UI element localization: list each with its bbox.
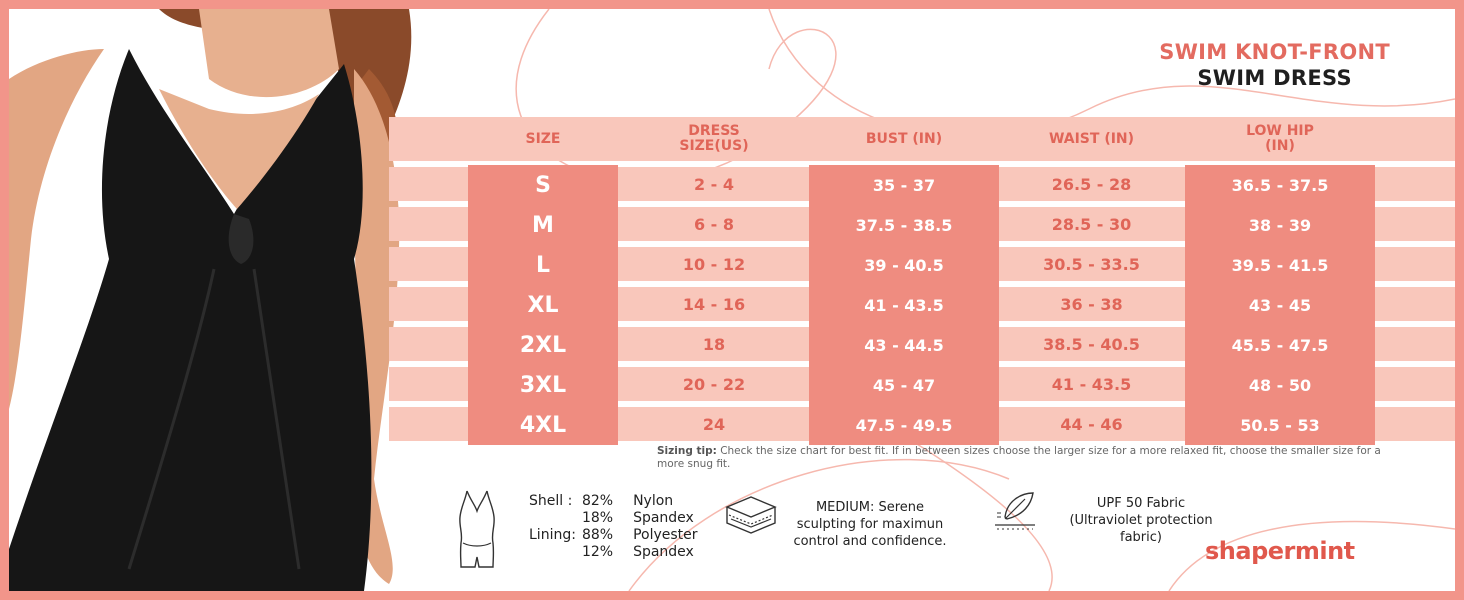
cell-size: M	[468, 205, 618, 245]
fabric-label	[529, 510, 582, 527]
layers-icon	[725, 496, 777, 534]
fabric-pct: 82%	[581, 493, 614, 509]
header-bust: BUST (IN)	[865, 130, 943, 147]
cell-size: 2XL	[468, 325, 618, 365]
cell-hip: 48 - 50	[1185, 365, 1375, 405]
cell-hip: 38 - 39	[1185, 205, 1375, 245]
cell-waist: 28.5 - 30	[1051, 214, 1132, 234]
compression-line2: sculpting for maximun	[796, 517, 944, 532]
cell-waist: 44 - 46	[1060, 414, 1123, 434]
shapermint-logo: shapermint	[1205, 537, 1355, 565]
cell-bust: 41 - 43.5	[809, 285, 999, 325]
header-hip-line1: LOW HIP	[1246, 123, 1314, 139]
cell-size: 3XL	[468, 365, 618, 405]
cell-dress: 18	[702, 334, 726, 354]
header-hip-line2: (IN)	[1265, 138, 1295, 154]
fabric-pct: 18%	[581, 510, 614, 526]
content-panel: SWIM KNOT-FRONT SWIM DRESS SIZE DRESS SI…	[9, 9, 1455, 591]
cell-waist: 26.5 - 28	[1051, 174, 1132, 194]
upf-info: UPF 50 Fabric (Ultraviolet protection fa…	[1061, 495, 1221, 546]
fabric-pct: 12%	[581, 544, 614, 560]
sizing-tip-text: Check the size chart for best fit. If in…	[657, 445, 1381, 470]
compression-line1: MEDIUM: Serene	[815, 500, 925, 515]
decorative-curves	[515, 9, 1455, 591]
cell-hip: 39.5 - 41.5	[1185, 245, 1375, 285]
fabric-row: Shell : 82% Nylon	[529, 493, 704, 510]
cell-bust: 43 - 44.5	[809, 325, 999, 365]
title-line-2: SWIM DRESS	[1197, 66, 1352, 90]
fabric-label: Lining:	[529, 527, 576, 543]
upf-line1: UPF 50 Fabric	[1096, 496, 1186, 511]
upf-line3: fabric)	[1120, 530, 1162, 545]
cell-dress: 24	[702, 414, 726, 434]
header-band	[389, 117, 1455, 161]
cell-bust: 47.5 - 49.5	[809, 405, 999, 445]
cell-hip: 45.5 - 47.5	[1185, 325, 1375, 365]
bodysuit-icon	[459, 490, 495, 568]
cell-hip: 50.5 - 53	[1185, 405, 1375, 445]
upf-line2: (Ultraviolet protection	[1069, 513, 1213, 528]
cell-size: 4XL	[468, 405, 618, 445]
header-size: SIZE	[525, 130, 561, 147]
cell-bust: 37.5 - 38.5	[809, 205, 999, 245]
cell-bust: 45 - 47	[809, 365, 999, 405]
cell-size: L	[468, 245, 618, 285]
cell-hip: 36.5 - 37.5	[1185, 165, 1375, 205]
cell-waist: 38.5 - 40.5	[1043, 334, 1140, 354]
cell-size: S	[468, 165, 618, 205]
cell-dress: 10 - 12	[682, 254, 746, 274]
cell-bust: 39 - 40.5	[809, 245, 999, 285]
feather-icon	[995, 492, 1035, 530]
cell-hip: 43 - 45	[1185, 285, 1375, 325]
cell-bust: 35 - 37	[809, 165, 999, 205]
cell-waist: 36 - 38	[1060, 294, 1123, 314]
header-dress-size: DRESS SIZE(US)	[619, 117, 809, 161]
header-dress-line1: DRESS	[688, 123, 740, 139]
sizing-tip: Sizing tip: Check the size chart for bes…	[657, 445, 1402, 471]
cell-size: XL	[468, 285, 618, 325]
compression-line3: control and confidence.	[793, 534, 947, 549]
header-waist: WAIST (IN)	[1048, 130, 1135, 147]
header-dress-line2: SIZE(US)	[679, 138, 749, 154]
model-photo	[9, 9, 412, 591]
sizing-tip-label: Sizing tip:	[657, 445, 717, 457]
fabric-row: Lining: 88% Polyester	[529, 527, 704, 544]
cell-dress: 14 - 16	[682, 294, 746, 314]
fabric-label: Shell :	[529, 493, 573, 509]
cell-dress: 2 - 4	[693, 174, 735, 194]
fabric-material: Spandex	[633, 510, 694, 526]
fabric-material: Polyester	[633, 527, 698, 543]
cell-dress: 6 - 8	[693, 214, 735, 234]
product-title: SWIM KNOT-FRONT SWIM DRESS	[1159, 39, 1390, 91]
cell-dress: 20 - 22	[682, 374, 746, 394]
fabric-row: 12% Spandex	[529, 544, 704, 561]
cell-waist: 41 - 43.5	[1051, 374, 1132, 394]
fabric-composition: Shell : 82% Nylon 18% Spandex Lining: 88% Polye…	[529, 493, 704, 561]
header-low-hip: LOW HIP (IN)	[1185, 117, 1375, 161]
title-line-1: SWIM KNOT-FRONT	[1159, 40, 1390, 64]
fabric-pct: 88%	[581, 527, 614, 543]
compression-info: MEDIUM: Serene sculpting for maximun con…	[785, 499, 955, 550]
fabric-row: 18% Spandex	[529, 510, 704, 527]
fabric-material: Nylon	[633, 493, 674, 509]
fabric-label	[529, 544, 582, 561]
cell-waist: 30.5 - 33.5	[1043, 254, 1140, 274]
fabric-material: Spandex	[633, 544, 694, 560]
